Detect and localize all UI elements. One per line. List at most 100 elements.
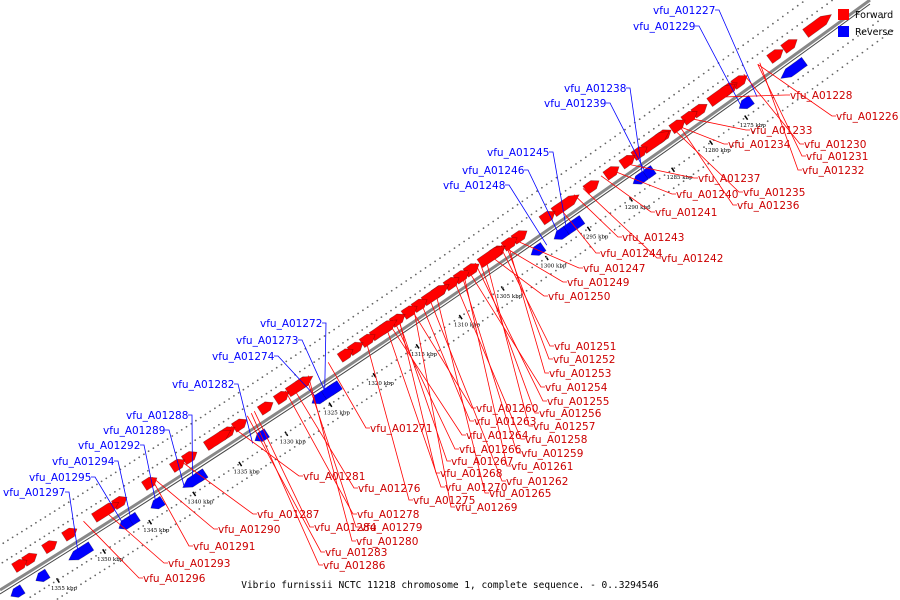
forward-gene-label[interactable]: vfu_A01276	[358, 483, 421, 495]
forward-gene-arrow[interactable]	[538, 210, 556, 226]
forward-gene-label[interactable]: vfu_A01243	[622, 232, 684, 244]
reverse-gene-arrow[interactable]	[35, 568, 51, 583]
forward-gene-label[interactable]: vfu_A01263	[474, 416, 536, 428]
reverse-gene-arrow[interactable]	[738, 95, 755, 110]
reverse-gene-label[interactable]: vfu_A01289	[103, 425, 165, 437]
reverse-gene-label[interactable]: vfu_A01294	[52, 456, 115, 468]
forward-gene-label[interactable]: vfu_A01278	[357, 509, 419, 521]
forward-gene-label[interactable]: vfu_A01249	[567, 277, 629, 289]
forward-gene-label[interactable]: vfu_A01257	[533, 421, 595, 433]
reverse-gene-label[interactable]: vfu_A01282	[172, 379, 234, 391]
forward-gene-label[interactable]: vfu_A01251	[554, 341, 616, 353]
forward-gene-label[interactable]: vfu_A01275	[413, 495, 475, 507]
reverse-gene-label[interactable]: vfu_A01238	[564, 83, 626, 95]
forward-gene-label[interactable]: vfu_A01259	[521, 448, 583, 460]
forward-gene-label[interactable]: vfu_A01266	[459, 444, 522, 456]
forward-gene-label[interactable]: vfu_A01244	[600, 248, 663, 260]
forward-gene-label[interactable]: vfu_A01279	[360, 522, 422, 534]
reverse-gene-arrow[interactable]	[182, 468, 209, 488]
reverse-gene-label[interactable]: vfu_A01297	[3, 487, 65, 499]
forward-gene-label[interactable]: vfu_A01262	[506, 476, 568, 488]
reverse-gene-label[interactable]: vfu_A01288	[126, 410, 188, 422]
forward-gene-arrow[interactable]	[272, 390, 290, 406]
forward-gene-arrow[interactable]	[550, 194, 580, 218]
forward-gene-label[interactable]: vfu_A01232	[802, 165, 864, 177]
forward-gene-label[interactable]: vfu_A01261	[511, 461, 573, 473]
forward-gene-label[interactable]: vfu_A01236	[737, 200, 800, 212]
forward-gene-arrow[interactable]	[61, 527, 78, 542]
forward-gene-label[interactable]: vfu_A01241	[655, 207, 717, 219]
forward-gene-label[interactable]: vfu_A01228	[790, 90, 852, 102]
forward-gene-label[interactable]: vfu_A01271	[370, 423, 432, 435]
forward-gene-label[interactable]: vfu_A01250	[548, 291, 610, 303]
forward-gene-arrow[interactable]	[90, 502, 120, 523]
reverse-gene-arrow[interactable]	[68, 541, 95, 561]
reverse-gene-label[interactable]: vfu_A01245	[487, 147, 549, 159]
reverse-gene-label[interactable]: vfu_A01272	[260, 318, 322, 330]
forward-gene-arrow[interactable]	[256, 401, 274, 416]
reverse-gene-label[interactable]: vfu_A01273	[236, 335, 298, 347]
forward-gene-arrow[interactable]	[766, 49, 784, 64]
forward-gene-label[interactable]: vfu_A01242	[661, 253, 723, 265]
reverse-gene-label[interactable]: vfu_A01246	[462, 165, 525, 177]
forward-gene-label[interactable]: vfu_A01253	[549, 368, 611, 380]
reverse-gene-label[interactable]: vfu_A01248	[443, 180, 505, 192]
forward-gene-label[interactable]: vfu_A01235	[743, 187, 805, 199]
reverse-gene-label[interactable]: vfu_A01239	[544, 98, 606, 110]
reverse-gene-label[interactable]: vfu_A01274	[212, 351, 275, 363]
forward-gene-label[interactable]: vfu_A01233	[750, 125, 812, 137]
forward-gene-label[interactable]: vfu_A01240	[676, 189, 738, 201]
forward-gene-arrow[interactable]	[202, 429, 232, 451]
reverse-gene-arrow[interactable]	[311, 390, 328, 405]
forward-gene-arrow[interactable]	[41, 540, 58, 555]
forward-gene-label[interactable]: vfu_A01267	[451, 456, 513, 468]
reverse-gene-label[interactable]: vfu_A01229	[633, 21, 695, 33]
forward-gene-label[interactable]: vfu_A01231	[806, 151, 868, 163]
forward-gene-label[interactable]: vfu_A01237	[698, 173, 760, 185]
forward-gene-label[interactable]: vfu_A01290	[218, 524, 280, 536]
reverse-gene-label[interactable]: vfu_A01295	[29, 472, 91, 484]
forward-gene-arrow[interactable]	[11, 558, 28, 573]
forward-gene-label[interactable]: vfu_A01291	[193, 541, 255, 553]
forward-gene-label[interactable]: vfu_A01284	[314, 522, 377, 534]
forward-gene-arrow[interactable]	[640, 130, 670, 154]
forward-gene-arrow[interactable]	[420, 284, 450, 307]
forward-gene-label[interactable]: vfu_A01287	[257, 509, 319, 521]
forward-gene-arrow[interactable]	[180, 451, 198, 466]
forward-gene-label[interactable]: vfu_A01247	[583, 263, 645, 275]
forward-gene-label[interactable]: vfu_A01286	[323, 560, 386, 572]
forward-gene-label[interactable]: vfu_A01254	[545, 382, 608, 394]
forward-gene-arrow[interactable]	[582, 180, 600, 195]
forward-gene-label[interactable]: vfu_A01280	[356, 536, 418, 548]
reverse-gene-label[interactable]: vfu_A01292	[78, 440, 140, 452]
forward-gene-label[interactable]: vfu_A01283	[325, 547, 387, 559]
forward-gene-arrow[interactable]	[358, 333, 376, 349]
forward-gene-arrow[interactable]	[602, 166, 620, 181]
forward-gene-label[interactable]: vfu_A01268	[440, 468, 502, 480]
forward-gene-arrow[interactable]	[168, 458, 186, 473]
reverse-gene-label[interactable]: vfu_A01227	[653, 5, 715, 17]
forward-gene-label[interactable]: vfu_A01226	[836, 111, 899, 123]
forward-gene-arrow[interactable]	[780, 39, 798, 54]
forward-gene-label[interactable]: vfu_A01265	[489, 488, 551, 500]
forward-gene-label[interactable]: vfu_A01270	[445, 482, 507, 494]
forward-gene-label[interactable]: vfu_A01255	[547, 396, 609, 408]
forward-gene-arrow[interactable]	[802, 14, 833, 38]
forward-gene-label[interactable]: vfu_A01293	[168, 558, 230, 570]
reverse-gene-arrow[interactable]	[10, 584, 26, 598]
forward-gene-arrow[interactable]	[618, 154, 636, 170]
forward-gene-label[interactable]: vfu_A01281	[303, 471, 365, 483]
forward-gene-label[interactable]: vfu_A01260	[476, 403, 538, 415]
forward-gene-label[interactable]: vfu_A01252	[553, 354, 615, 366]
forward-gene-label[interactable]: vfu_A01256	[539, 408, 602, 420]
forward-gene-label[interactable]: vfu_A01296	[143, 573, 206, 585]
forward-gene-label[interactable]: vfu_A01230	[804, 139, 866, 151]
forward-gene-label[interactable]: vfu_A01258	[525, 434, 587, 446]
reverse-gene-arrow[interactable]	[254, 428, 271, 442]
forward-gene-arrow[interactable]	[336, 348, 354, 363]
forward-gene-arrow[interactable]	[668, 119, 686, 135]
reverse-gene-arrow[interactable]	[780, 56, 808, 79]
forward-gene-arrow[interactable]	[284, 375, 314, 398]
forward-gene-label[interactable]: vfu_A01234	[728, 139, 791, 151]
forward-gene-label[interactable]: vfu_A01269	[455, 502, 517, 514]
